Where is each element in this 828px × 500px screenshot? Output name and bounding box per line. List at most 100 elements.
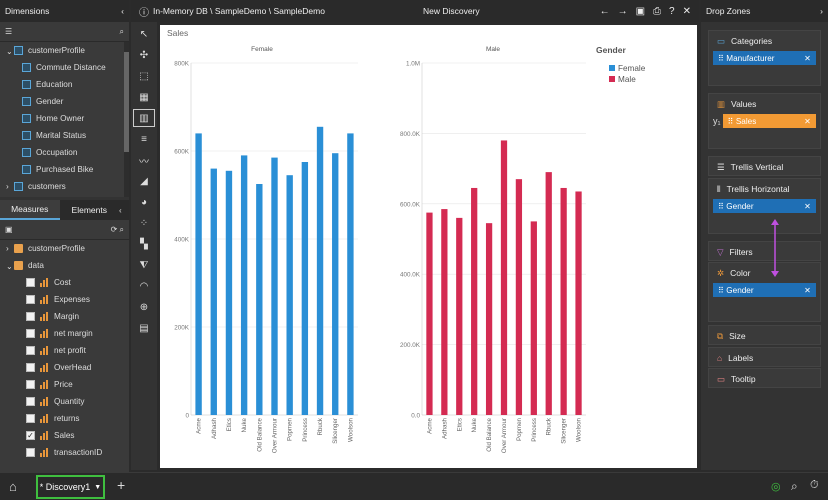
forward-icon[interactable]: → <box>617 5 628 17</box>
help-icon[interactable]: ? <box>669 5 675 17</box>
remove-icon[interactable]: ✕ <box>804 117 811 126</box>
folder-data[interactable]: ⌄ data <box>6 261 44 271</box>
checkbox[interactable] <box>26 397 35 406</box>
checkbox[interactable] <box>26 278 35 287</box>
timer-icon[interactable]: ⏱ <box>810 479 819 491</box>
dz-trellis-horizontal[interactable]: ⫴ Trellis Horizontal ⠿ Gender ✕ <box>708 178 821 234</box>
dimension-item[interactable]: Marital Status <box>0 127 129 144</box>
checkbox[interactable] <box>26 312 35 321</box>
checkbox[interactable] <box>26 448 35 457</box>
bar[interactable] <box>575 191 582 415</box>
bar[interactable] <box>316 126 324 416</box>
dimension-item[interactable]: Home Owner <box>0 110 129 127</box>
checkbox[interactable] <box>26 295 35 304</box>
tree-root[interactable]: ⌄ customerProfile <box>6 46 85 56</box>
search-icon[interactable]: ⌕ <box>119 26 124 36</box>
line-chart-icon[interactable]: 〰 <box>139 156 149 168</box>
collapse-left-icon[interactable]: ‹ <box>121 6 124 16</box>
bar-chart-icon[interactable]: ≡ <box>141 133 147 145</box>
bar[interactable] <box>225 170 233 415</box>
bar[interactable] <box>256 184 263 415</box>
measure-item[interactable]: Price <box>0 376 129 393</box>
chip-color-gender[interactable]: ⠿ Gender ✕ <box>713 283 816 297</box>
dz-tooltip[interactable]: ▭ Tooltip <box>708 368 821 388</box>
bar[interactable] <box>515 179 523 415</box>
measure-item[interactable]: ✓ Sales <box>26 430 75 440</box>
add-tab-icon[interactable]: + <box>117 477 126 493</box>
remove-icon[interactable]: ✕ <box>804 54 811 63</box>
measure-item[interactable]: transactionID <box>0 444 129 461</box>
checkbox[interactable] <box>26 380 35 389</box>
dz-color[interactable]: ✲ Color ⠿ Gender ✕ <box>708 262 821 322</box>
measure-item[interactable]: Cost <box>0 274 129 291</box>
pie-chart-icon[interactable]: ◕ <box>140 196 148 208</box>
chip-trellis-gender[interactable]: ⠿ Gender ✕ <box>713 199 816 213</box>
bar[interactable] <box>240 155 248 415</box>
bar[interactable] <box>332 153 339 415</box>
chip-sales[interactable]: ⠿ Sales ✕ <box>722 114 816 128</box>
back-icon[interactable]: ← <box>599 5 610 17</box>
measure-item[interactable]: returns <box>0 410 129 427</box>
dimension-item[interactable]: Commute Distance <box>0 59 129 76</box>
funnel-icon[interactable]: ⧨ <box>139 259 149 271</box>
dimension-item[interactable]: Purchased Bike <box>0 161 129 178</box>
bar[interactable] <box>301 162 309 415</box>
checkbox[interactable]: ✓ <box>26 430 35 440</box>
tab-discovery1[interactable]: * Discovery1 ▼ <box>36 475 105 499</box>
dz-values[interactable]: ▥ Values y₁ ⠿ Sales ✕ <box>708 93 821 149</box>
grid-table-icon[interactable]: ▦ <box>139 91 149 103</box>
dz-trellis-vertical[interactable]: ☰ Trellis Vertical <box>708 156 821 176</box>
measure-item[interactable]: net margin <box>0 325 129 342</box>
remove-icon[interactable]: ✕ <box>804 286 811 295</box>
map-icon[interactable]: ⊕ <box>139 301 149 313</box>
dz-size[interactable]: ⧉ Size <box>708 325 821 345</box>
bar[interactable] <box>485 223 493 415</box>
scatter-chart-icon[interactable]: ⁘ <box>139 217 149 229</box>
dimension-item[interactable]: Gender <box>0 93 129 110</box>
bar[interactable] <box>347 133 354 415</box>
dz-categories[interactable]: ▭ Categories ⠿ Manufacturer ✕ <box>708 30 821 86</box>
chip-manufacturer[interactable]: ⠿ Manufacturer ✕ <box>713 51 816 65</box>
bar[interactable] <box>195 133 202 415</box>
pointer-icon[interactable]: ↖ <box>139 28 149 40</box>
search-global-icon[interactable]: ⌕ <box>791 479 798 493</box>
scrollbar[interactable] <box>124 42 129 197</box>
refresh-icon[interactable]: ⟳ ⌕ <box>110 224 124 234</box>
bar[interactable] <box>426 212 433 415</box>
save-icon[interactable]: ▣ <box>635 5 646 17</box>
list-view-icon[interactable]: ☰ <box>5 27 13 36</box>
status-icon[interactable]: ◎ <box>771 481 781 493</box>
folder-view-icon[interactable]: ▣ <box>5 225 13 234</box>
bar[interactable] <box>271 157 278 415</box>
tab-measures[interactable]: Measures <box>0 200 60 220</box>
print-icon[interactable]: ⎙ <box>653 5 662 17</box>
measure-item[interactable]: OverHead <box>0 359 129 376</box>
checkbox[interactable] <box>26 329 35 338</box>
dimension-item[interactable]: Education <box>0 76 129 93</box>
collapse-right-icon[interactable]: › <box>820 6 823 16</box>
column-chart-icon[interactable]: ▥ <box>133 109 155 127</box>
bar[interactable] <box>471 187 478 415</box>
bar[interactable] <box>500 140 508 415</box>
move-icon[interactable]: ✣ <box>139 49 149 61</box>
bar[interactable] <box>530 221 537 415</box>
info-icon[interactable]: ⓘ <box>139 7 149 19</box>
home-icon[interactable]: ⌂ <box>9 479 17 494</box>
gauge-icon[interactable]: ◠ <box>139 280 149 292</box>
treemap-icon[interactable]: ▚ <box>140 238 148 250</box>
measure-item[interactable]: net profit <box>0 342 129 359</box>
bar[interactable] <box>456 217 463 415</box>
bar[interactable] <box>286 175 293 415</box>
dz-filters[interactable]: ▽ Filters <box>708 241 821 261</box>
measure-item[interactable]: Margin <box>0 308 129 325</box>
bar[interactable] <box>441 209 448 415</box>
checkbox[interactable] <box>26 346 35 355</box>
select-icon[interactable]: ⬚ <box>139 70 149 82</box>
bar[interactable] <box>560 187 567 415</box>
dimension-item[interactable]: Occupation <box>0 144 129 161</box>
area-chart-icon[interactable]: ◢ <box>140 175 148 187</box>
close-icon[interactable]: ✕ <box>682 5 691 17</box>
measure-item[interactable]: Expenses <box>0 291 129 308</box>
remove-icon[interactable]: ✕ <box>804 202 811 211</box>
pivot-icon[interactable]: ▤ <box>139 322 149 334</box>
